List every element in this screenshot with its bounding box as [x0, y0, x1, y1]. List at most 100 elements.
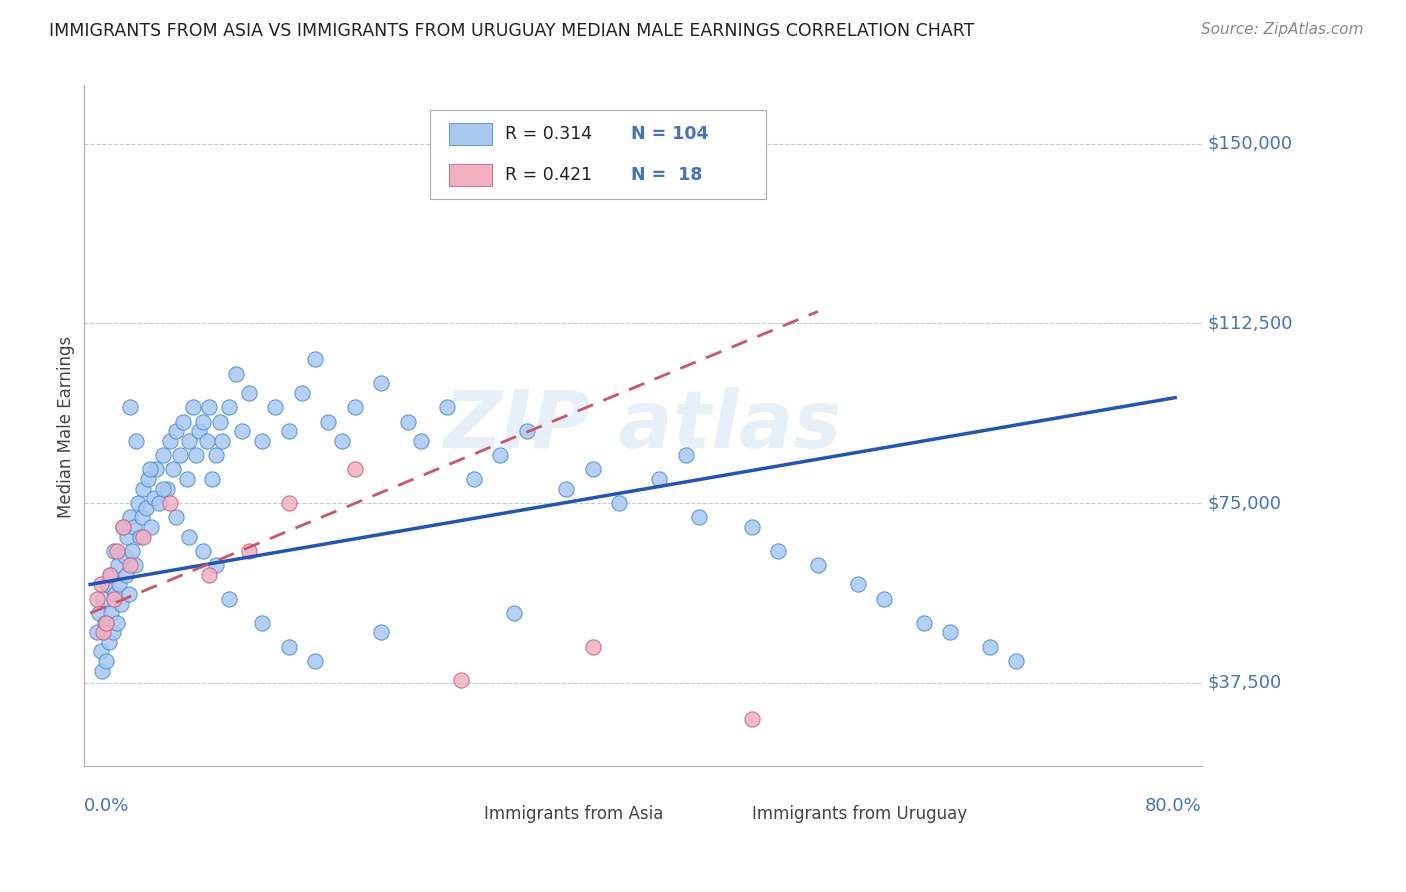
Point	[648, 472, 671, 486]
Point	[277, 640, 299, 654]
Point	[159, 496, 181, 510]
Point	[105, 615, 128, 630]
Point	[98, 567, 121, 582]
Text: 0.0%: 0.0%	[83, 797, 129, 815]
Point	[502, 606, 524, 620]
Point	[741, 712, 763, 726]
Point	[330, 434, 353, 448]
Text: $75,000: $75,000	[1208, 494, 1281, 512]
Point	[191, 415, 214, 429]
Point	[211, 434, 233, 448]
Point	[125, 434, 148, 448]
Point	[205, 448, 228, 462]
Point	[142, 491, 165, 506]
Text: R = 0.314: R = 0.314	[505, 125, 592, 143]
Point	[112, 520, 135, 534]
Point	[152, 482, 174, 496]
Bar	[449, 163, 492, 186]
Point	[169, 448, 191, 462]
Point	[165, 510, 187, 524]
Point	[218, 591, 240, 606]
Point	[148, 496, 170, 510]
Text: Immigrants from Uruguay: Immigrants from Uruguay	[752, 805, 967, 823]
Point	[105, 544, 128, 558]
Point	[195, 434, 218, 448]
Point	[90, 577, 112, 591]
Point	[205, 558, 228, 573]
Point	[807, 558, 830, 573]
Point	[108, 577, 131, 591]
Point	[201, 472, 224, 486]
Text: $112,500: $112,500	[1208, 314, 1292, 333]
Point	[107, 558, 129, 573]
Text: N = 104: N = 104	[631, 125, 709, 143]
Point	[122, 520, 145, 534]
Point	[304, 654, 326, 668]
Point	[118, 401, 141, 415]
Point	[96, 577, 118, 591]
Point	[132, 482, 155, 496]
Point	[118, 510, 141, 524]
Point	[250, 615, 273, 630]
Point	[218, 401, 240, 415]
Point	[90, 644, 112, 658]
Point	[225, 367, 247, 381]
Point	[152, 448, 174, 462]
Point	[132, 529, 155, 543]
Point	[516, 424, 538, 438]
Point	[110, 597, 132, 611]
Point	[231, 424, 253, 438]
FancyBboxPatch shape	[430, 110, 765, 199]
Point	[688, 510, 710, 524]
Point	[766, 544, 789, 558]
Point	[250, 434, 273, 448]
Point	[101, 625, 124, 640]
Point	[97, 635, 120, 649]
Point	[145, 462, 167, 476]
Point	[582, 640, 605, 654]
Point	[138, 462, 160, 476]
Point	[104, 587, 127, 601]
Point	[100, 606, 122, 620]
Point	[139, 520, 162, 534]
Point	[93, 625, 115, 640]
Point	[370, 625, 392, 640]
Point	[176, 472, 198, 486]
Text: 80.0%: 80.0%	[1144, 797, 1202, 815]
Point	[343, 401, 366, 415]
Text: $150,000: $150,000	[1208, 135, 1292, 153]
Point	[318, 415, 340, 429]
Point	[129, 529, 152, 543]
Point	[291, 385, 314, 400]
Point	[873, 591, 896, 606]
Point	[93, 615, 115, 630]
Point	[846, 577, 869, 591]
Point	[191, 544, 214, 558]
Point	[187, 424, 209, 438]
Point	[277, 496, 299, 510]
Point	[117, 587, 139, 601]
Point	[1005, 654, 1028, 668]
Point	[409, 434, 432, 448]
Point	[156, 482, 179, 496]
Text: $37,500: $37,500	[1208, 673, 1281, 691]
Point	[343, 462, 366, 476]
Point	[94, 615, 117, 630]
Point	[939, 625, 962, 640]
Point	[463, 472, 485, 486]
Point	[555, 482, 578, 496]
Point	[89, 606, 111, 620]
Point	[184, 448, 207, 462]
Point	[91, 664, 114, 678]
Point	[450, 673, 472, 688]
Point	[103, 591, 125, 606]
Point	[86, 591, 108, 606]
Y-axis label: Median Male Earnings: Median Male Earnings	[58, 335, 75, 517]
Point	[675, 448, 697, 462]
Point	[238, 385, 260, 400]
Point	[264, 401, 287, 415]
Point	[138, 472, 160, 486]
Point	[183, 401, 205, 415]
Point	[198, 567, 221, 582]
Point	[979, 640, 1001, 654]
